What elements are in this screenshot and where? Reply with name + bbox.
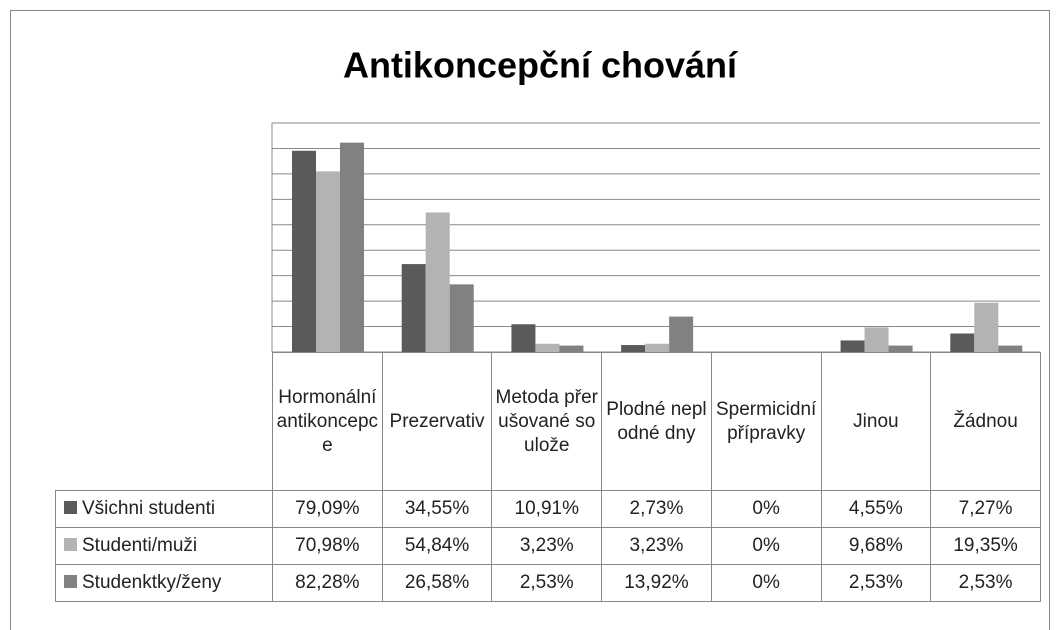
value-label: 2,53% [820,564,932,602]
series-row: Všichni studenti 79,09% 34,55% 10,91% 2,73% 0… [55,490,1041,528]
value-label: 2,73% [601,490,712,528]
bar [645,343,670,352]
value-label: 0% [710,527,822,565]
value-label: 9,68% [820,527,932,565]
value-label: 26,58% [381,564,493,602]
value-label: 54,84% [381,527,493,565]
bar [864,327,889,352]
category-label: Prezervativ [381,352,493,491]
header-row: Hormonální antikoncepce Prezervativ Metoda… [55,352,1041,491]
bar [950,333,975,352]
bar [292,150,316,352]
bar [340,142,364,352]
value-label: 2,53% [930,564,1041,602]
legend-swatch [64,501,77,514]
legend-cell: Studenktky/ženy [55,564,273,602]
legend-swatch [64,538,77,551]
bar [425,212,450,352]
category-label: Spermicidní přípravky [710,352,822,491]
value-label: 34,55% [381,490,493,528]
legend-swatch [64,575,77,588]
category-label: Žádnou [930,352,1041,491]
bar [511,324,536,352]
value-label: 10,91% [491,490,603,528]
series-row: Studenktky/ženy 82,28% 26,58% 2,53% 13,92% 0%… [55,564,1041,602]
bar [998,345,1023,352]
value-label: 2,53% [491,564,603,602]
value-label: 7,27% [930,490,1041,528]
legend-cell: Studenti/muži [55,527,273,565]
category-label: Hormonální antikoncepce [272,352,383,491]
series-row: Studenti/muži 70,98% 54,84% 3,23% 3,23% 0% 9,6… [55,527,1041,565]
bar [669,316,694,352]
value-label: 0% [710,490,822,528]
chart-frame [10,10,1050,630]
bar [401,264,426,352]
bar [535,343,560,352]
value-label: 70,98% [272,527,383,565]
bar [559,345,584,352]
value-label: 79,09% [272,490,383,528]
chart-title: Antikoncepční chování [343,45,738,86]
value-label: 19,35% [930,527,1041,565]
value-label: 13,92% [601,564,712,602]
legend-label: Studenktky/ženy [82,572,222,593]
value-label: 0% [710,564,822,602]
data-table: Hormonální antikoncepce Prezervativ Metoda… [55,352,1041,602]
bar [316,171,340,352]
bar [449,284,474,352]
category-label: Plodné neplodné dny [601,352,712,491]
value-label: 4,55% [820,490,932,528]
bar [888,345,913,352]
value-label: 3,23% [491,527,603,565]
value-label: 3,23% [601,527,712,565]
legend-label: Studenti/muži [82,535,198,556]
value-label: 82,28% [272,564,383,602]
legend-label: Všichni studenti [82,498,216,519]
corner [55,352,273,491]
bar [621,345,646,352]
category-label: Jinou [820,352,932,491]
category-label: Metoda přerušované soulože [491,352,603,491]
bar [974,302,999,352]
bar [840,340,865,352]
legend-cell: Všichni studenti [55,490,273,528]
